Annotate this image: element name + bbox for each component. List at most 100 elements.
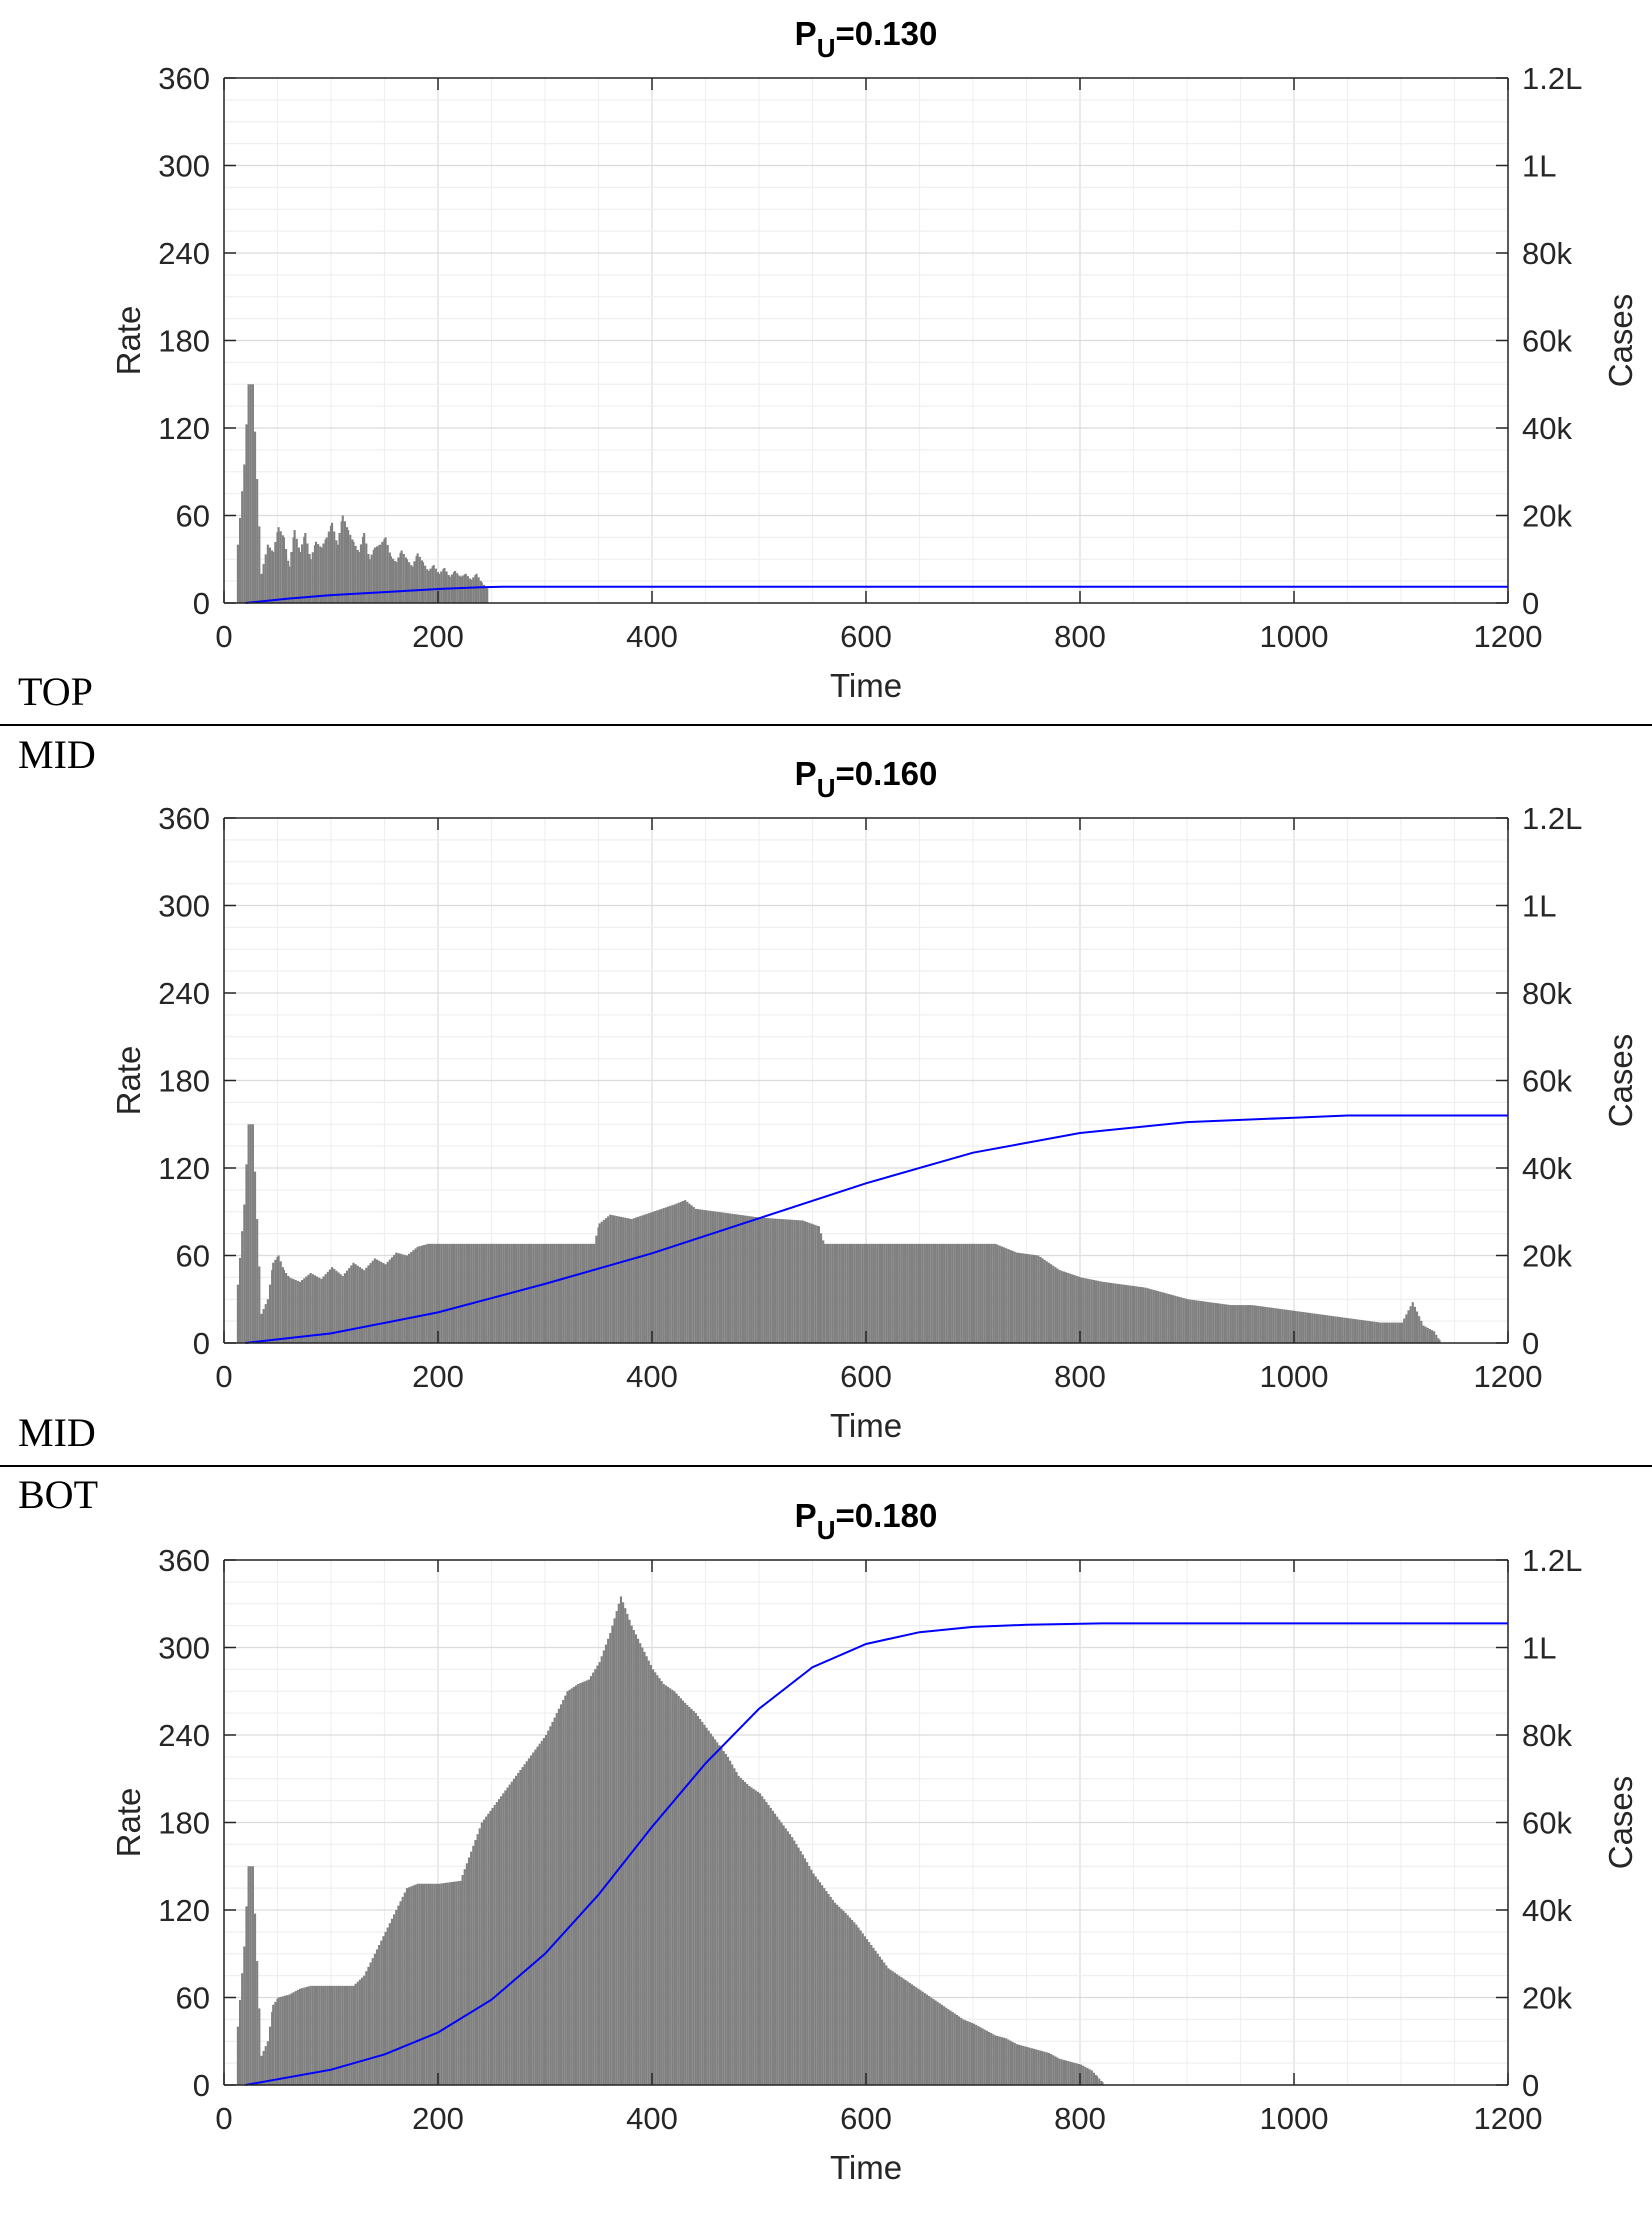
chart2-bar — [284, 1273, 288, 1343]
chart3-bar — [1084, 2066, 1087, 2085]
chart2-bar — [1236, 1305, 1239, 1343]
chart3-bar — [739, 1777, 742, 2085]
chart3-bar — [530, 1755, 533, 2085]
chart2-bar — [786, 1219, 789, 1343]
chart3-bar — [416, 1883, 419, 2085]
chart2-bar — [846, 1243, 849, 1343]
chart1-y2-tick-label: 40k — [1522, 411, 1572, 446]
chart3-bar — [887, 1968, 890, 2085]
chart2-bar — [953, 1243, 956, 1343]
chart2-bar — [1238, 1305, 1241, 1343]
chart3-bar — [767, 1805, 770, 2085]
chart1-bar — [343, 521, 346, 603]
chart2-bar — [390, 1257, 394, 1343]
chart2-bar — [1206, 1301, 1209, 1343]
chart1-bar — [282, 537, 285, 603]
chart2-bar — [891, 1243, 894, 1343]
chart3-bar — [977, 2026, 980, 2085]
chart2-bar — [658, 1209, 661, 1343]
chart2-bar — [806, 1222, 809, 1343]
chart2-bar — [878, 1243, 881, 1343]
chart2-bar — [1124, 1284, 1128, 1343]
chart2-bar — [553, 1243, 556, 1343]
chart2-bar — [497, 1243, 501, 1343]
chart3-bar — [373, 1953, 376, 2085]
chart3-bar — [551, 1721, 554, 2085]
chart2-bar — [551, 1243, 554, 1343]
chart2-bar — [709, 1210, 712, 1343]
chart3-bar — [681, 1700, 685, 2085]
chart2-bar — [1144, 1287, 1147, 1343]
chart3-bar — [491, 1807, 494, 2085]
chart3-bar — [296, 1989, 299, 2085]
chart2-bar — [1005, 1248, 1008, 1343]
chart3-bar — [350, 1985, 353, 2085]
chart2-bar — [1251, 1305, 1254, 1343]
chart1-bar — [238, 517, 242, 603]
chart3-bar — [1058, 2058, 1061, 2085]
chart3-bar — [955, 2015, 959, 2085]
chart2-bar — [883, 1243, 886, 1343]
chart2-bar — [1097, 1280, 1100, 1343]
chart2-bar — [1146, 1288, 1149, 1343]
chart2-bar — [1418, 1316, 1421, 1343]
chart1-x-axis-label: Time — [830, 667, 902, 704]
chart2-bar — [649, 1212, 652, 1343]
chart2-bar — [418, 1246, 421, 1343]
chart3-bar — [446, 1882, 449, 2085]
chart2-bar — [962, 1243, 965, 1343]
chart1-bar — [298, 551, 302, 603]
chart2-bar — [1172, 1295, 1175, 1343]
chart2-bar — [1165, 1293, 1168, 1343]
chart2-bar — [1152, 1289, 1155, 1343]
chart2-bar — [692, 1207, 695, 1343]
chart2-bar — [545, 1243, 548, 1343]
panel-tag-bot: BOT — [18, 1472, 98, 1517]
chart2-bar — [298, 1281, 302, 1343]
chart3-bar — [433, 1883, 436, 2085]
chart3-bar — [600, 1656, 603, 2085]
chart2-bar — [622, 1217, 625, 1343]
chart1-bar — [251, 384, 254, 603]
chart2-bar — [838, 1243, 841, 1343]
chart2-bar — [1011, 1250, 1014, 1343]
chart2-bar — [397, 1253, 400, 1343]
chart3-bar — [405, 1888, 409, 2085]
chart3-bar — [1056, 2057, 1059, 2085]
chart3-bar — [951, 2012, 954, 2085]
chart3-bar — [943, 2006, 946, 2085]
chart3-bar — [776, 1816, 779, 2085]
chart1-bars — [236, 384, 489, 603]
chart1-bar — [434, 568, 437, 603]
chart2-bar — [793, 1219, 796, 1343]
chart1-x-tick-label: 1000 — [1260, 619, 1329, 654]
chart3-bar — [423, 1883, 426, 2085]
chart3-bar — [925, 1994, 929, 2085]
chart2-bar — [634, 1217, 638, 1343]
chart3-bar — [345, 1985, 349, 2085]
chart2-bar — [534, 1243, 537, 1343]
chart3-bar — [692, 1711, 695, 2085]
chart2-bar — [975, 1243, 978, 1343]
chart2-bar — [1386, 1322, 1389, 1343]
chart3-y-tick-label: 360 — [158, 1543, 210, 1578]
chart3-bar — [577, 1683, 580, 2085]
chart3-bar — [508, 1784, 511, 2085]
chart3-bar — [604, 1644, 608, 2085]
chart3-bars — [236, 1596, 1104, 2085]
chart3-bar — [876, 1953, 879, 2085]
chart2-bar — [369, 1263, 372, 1343]
chart2-bar — [1249, 1305, 1252, 1343]
chart1-bar — [359, 544, 363, 603]
chart2-bar — [371, 1260, 374, 1343]
chart1-bar — [279, 531, 282, 603]
chart3-bar — [780, 1822, 783, 2085]
chart2-bar — [463, 1243, 466, 1343]
chart2-bar — [241, 1231, 244, 1343]
chart2-bar — [1313, 1313, 1316, 1343]
chart2-bar — [831, 1243, 834, 1343]
chart2-y-tick-label: 120 — [158, 1151, 210, 1186]
chart3-bar — [472, 1845, 475, 2085]
chart3-bar — [1062, 2059, 1066, 2085]
chart3-bar — [512, 1778, 516, 2085]
